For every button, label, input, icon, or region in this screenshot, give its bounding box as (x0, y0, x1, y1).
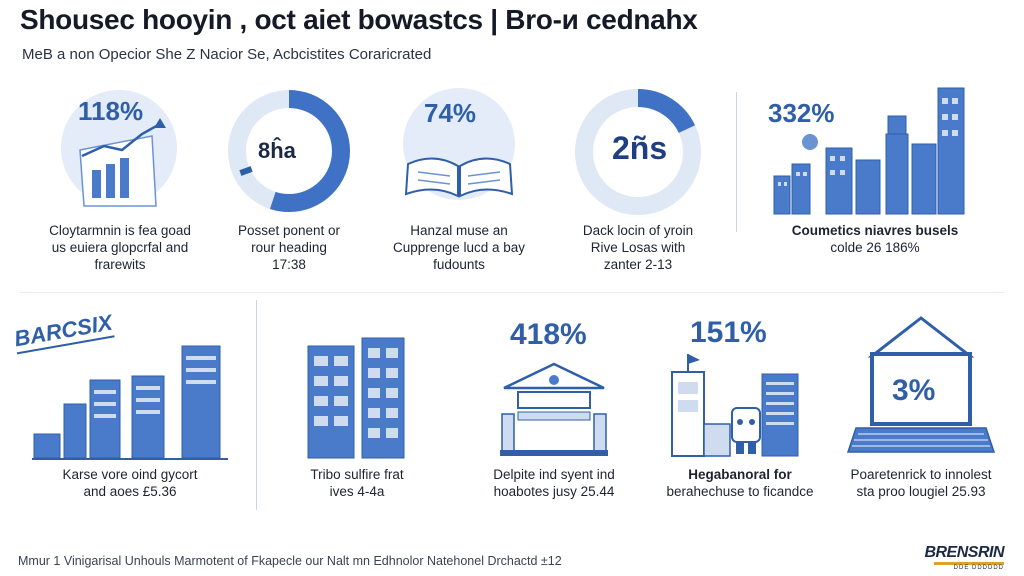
stat-caption: Hanzal muse an Cupprenge lucd a bay fudoun… (392, 223, 526, 272)
brand-name: BRENSRIN (924, 544, 1004, 561)
bank-building-icon (500, 362, 608, 456)
page-subtitle: MeB a non Opecior She Z Nacior Se, Acbci… (22, 46, 432, 63)
vertical-divider (736, 92, 737, 232)
stat-caption: Poaretenrick to innolest sta proo lougiel… (850, 467, 992, 499)
stat-value: 8ĥa (258, 138, 296, 163)
brand-underline (934, 562, 1004, 565)
office-buildings-icon (307, 337, 405, 459)
chart-trend-arrow-icon (61, 90, 177, 207)
footer-note: Mmur 1 Vinigarisal Unhouls Marmotent of … (18, 554, 562, 568)
stat-value: 332% (768, 98, 835, 128)
stat-value: 118% (78, 96, 144, 126)
stat-caption: Cloytarmnin is fea goad us euiera glopcrf… (49, 223, 191, 272)
vertical-divider (256, 300, 257, 510)
stat-value: 418% (510, 318, 587, 351)
stat-caption: Tribo sulfire frat ives 4-4a (310, 467, 404, 499)
bar-chart-icon (32, 345, 228, 460)
stat-caption: Coumetics niavres busels colde 26 186% (791, 223, 959, 255)
stat-caption: Dack locin of yroin Rive Losas with zanter… (582, 223, 694, 272)
stat-caption: Karse vore oind gycort and aoes £5.36 (62, 467, 198, 499)
stat-caption: Delpite ind syent ind hoabotes jusy 25.44 (493, 467, 615, 499)
donut-chart-icon (228, 90, 350, 212)
stat-value: 2ñs (612, 130, 668, 166)
brand-logo: BRENSRIN DDE DDDDDD (924, 544, 1004, 571)
tower-robot-icon (671, 354, 799, 457)
stat-value: 151% (690, 316, 767, 349)
donut-chart-icon (575, 89, 701, 215)
stat-caption: Posset ponent or rour heading 17:38 (237, 223, 341, 272)
stat-value: 74% (424, 98, 477, 128)
stat-caption: Hegabanoral for berahechuse to ficandce (666, 467, 814, 499)
stat-value: 3% (892, 374, 936, 407)
page-title: Shousec hooyin , oct aiet bowastcs | Bro… (20, 4, 698, 35)
city-buildings-icon (773, 87, 965, 215)
brand-tagline: DDE DDDDDD (953, 565, 1004, 571)
horizontal-divider (20, 292, 1004, 293)
laptop-icon (846, 316, 996, 453)
open-book-icon (403, 88, 515, 200)
